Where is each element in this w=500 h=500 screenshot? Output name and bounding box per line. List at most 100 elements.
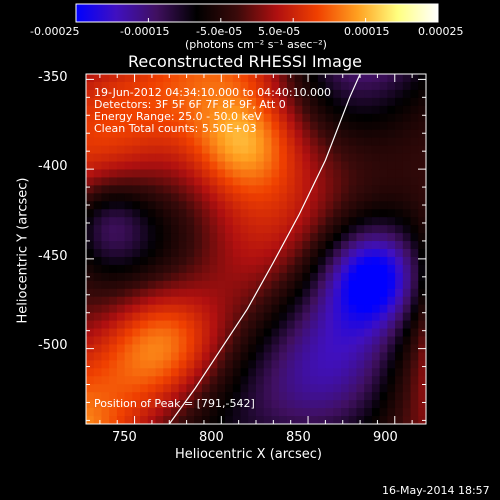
heatmap-cell	[402, 193, 412, 202]
heatmap-cell	[217, 177, 226, 186]
heatmap-cell	[116, 97, 126, 107]
heatmap-cell	[279, 288, 288, 298]
heatmap-cell	[302, 225, 311, 234]
heatmap-cell	[356, 249, 365, 258]
heatmap-cell	[155, 97, 164, 107]
heatmap-cell	[109, 161, 118, 171]
heatmap-cell	[364, 336, 373, 346]
heatmap-cell	[116, 392, 126, 401]
heatmap-cell	[116, 161, 126, 171]
heatmap-cell	[379, 137, 388, 147]
heatmap-cell	[178, 233, 188, 242]
heatmap-cell	[333, 408, 342, 417]
heatmap-cell	[418, 264, 426, 274]
heatmap-cell	[186, 225, 195, 234]
heatmap-cell	[371, 145, 381, 155]
heatmap-cell	[294, 312, 303, 322]
y-tick-label: -450	[38, 249, 68, 264]
heatmap-cell	[140, 392, 149, 401]
heatmap-cell	[302, 304, 311, 314]
heatmap-cell	[294, 209, 303, 218]
heatmap-cell	[356, 121, 365, 131]
heatmap-cell	[86, 384, 95, 393]
heatmap-cell	[395, 89, 404, 99]
heatmap-cell	[140, 344, 149, 354]
heatmap-cell	[341, 336, 350, 346]
heatmap-cell	[124, 288, 133, 298]
heatmap-cell	[163, 193, 172, 202]
heatmap-cell	[93, 416, 103, 424]
heatmap-cell	[147, 296, 157, 306]
heatmap-cell	[333, 264, 342, 274]
heatmap-cell	[310, 304, 319, 314]
heatmap-cell	[302, 241, 311, 250]
chart-title: Reconstructed RHESSI Image	[128, 52, 362, 71]
heatmap-cell	[248, 312, 257, 322]
heatmap-cell	[140, 129, 149, 139]
heatmap-cell	[217, 392, 226, 401]
heatmap-cell	[201, 161, 211, 171]
heatmap-cell	[217, 161, 226, 171]
heatmap-cell	[163, 336, 172, 346]
heatmap-cell	[279, 392, 288, 401]
heatmap-cell	[248, 416, 257, 424]
heatmap-cell	[256, 392, 265, 401]
heatmap-cell	[124, 137, 133, 147]
heatmap-cell	[147, 368, 157, 377]
heatmap-cell	[317, 312, 327, 322]
heatmap-cell	[263, 264, 273, 274]
heatmap-cell	[256, 320, 265, 330]
heatmap-cell	[410, 384, 419, 393]
heatmap-cell	[186, 416, 195, 424]
heatmap-cell	[294, 408, 303, 417]
heatmap-cell	[93, 89, 103, 99]
heatmap-cell	[263, 201, 273, 210]
heatmap-cell	[317, 74, 327, 83]
heatmap-cell	[418, 169, 426, 179]
heatmap-cell	[348, 280, 358, 290]
heatmap-cell	[225, 376, 234, 385]
heatmap-cell	[395, 280, 404, 290]
heatmap-cell	[356, 161, 365, 171]
heatmap-cell	[379, 185, 388, 194]
heatmap-cell	[209, 201, 218, 210]
heatmap-cell	[194, 360, 203, 369]
heatmap-cell	[364, 392, 373, 401]
heatmap-cell	[86, 400, 95, 409]
heatmap-cell	[341, 344, 350, 354]
heatmap-cell	[395, 137, 404, 147]
heatmap-cell	[333, 384, 342, 393]
heatmap-cell	[140, 81, 149, 91]
heatmap-cell	[209, 328, 218, 338]
heatmap-cell	[240, 241, 249, 250]
heatmap-cell	[147, 74, 157, 83]
heatmap-cell	[402, 177, 412, 186]
heatmap-cell	[410, 129, 419, 139]
heatmap-cell	[248, 169, 257, 179]
heatmap-cell	[317, 153, 327, 163]
heatmap-cell	[178, 312, 188, 322]
heatmap-cell	[86, 137, 95, 147]
heatmap-cell	[325, 121, 334, 131]
heatmap-cell	[248, 201, 257, 210]
heatmap-cell	[163, 113, 172, 123]
heatmap-cell	[310, 225, 319, 234]
heatmap-cell	[325, 384, 334, 393]
heatmap-cell	[294, 193, 303, 202]
heatmap-cell	[109, 344, 118, 354]
heatmap-cell	[116, 384, 126, 393]
heatmap-cell	[310, 249, 319, 258]
heatmap-cell	[217, 368, 226, 377]
heatmap-cell	[101, 408, 110, 417]
heatmap-cell	[132, 400, 141, 409]
heatmap-cell	[163, 217, 172, 226]
heatmap-cell	[109, 217, 118, 226]
heatmap-cell	[248, 256, 257, 266]
heatmap-cell	[101, 113, 110, 123]
heatmap-cell	[109, 392, 118, 401]
heatmap-cell	[178, 81, 188, 91]
heatmap-cell	[194, 89, 203, 99]
heatmap-cell	[263, 185, 273, 194]
heatmap-cell	[155, 225, 164, 234]
heatmap-cell	[418, 161, 426, 171]
